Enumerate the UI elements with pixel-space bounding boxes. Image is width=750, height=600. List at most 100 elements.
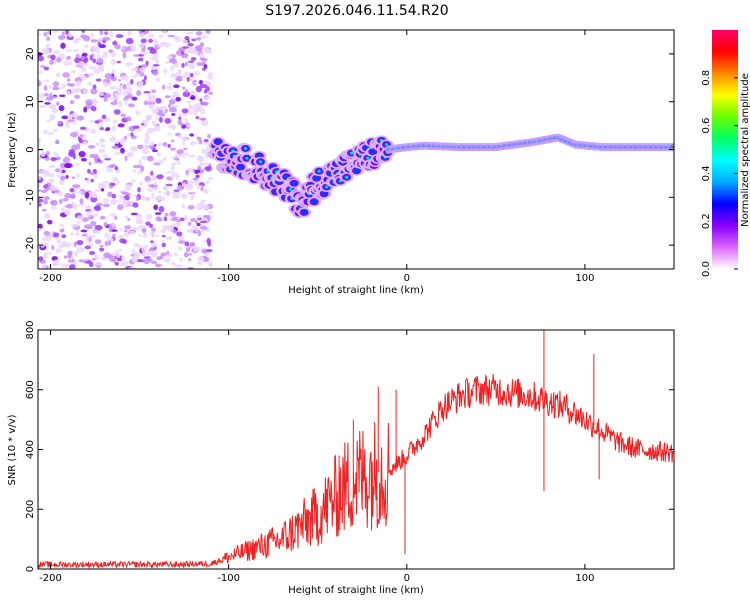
noise-blob [93,67,101,74]
noise-blob [199,117,206,121]
noise-blob [201,101,209,106]
noise-blob [173,189,180,192]
noise-blob [43,187,49,192]
signal-blob [301,209,308,215]
noise-blob [186,228,194,234]
snr-spikes [338,330,600,555]
noise-blob [70,88,79,94]
noise-blob [96,53,101,59]
snr-y-ticks: 0 200 400 600 800 [25,320,674,572]
noise-blob [148,38,154,43]
noise-blob [182,46,190,49]
noise-blob [96,202,103,207]
noise-blob [69,187,75,193]
noise-blob [170,124,177,131]
noise-blob [63,255,68,259]
y-tick-label: -20 [25,237,36,253]
noise-blob [150,240,154,243]
noise-blob [124,215,129,219]
noise-blob [125,61,133,67]
noise-blob [171,262,176,266]
noise-blob [91,193,98,199]
noise-blob [38,256,44,262]
noise-blob [62,72,70,78]
noise-blob [114,166,119,171]
noise-blob [99,30,104,36]
noise-blob [176,113,183,117]
noise-blob [172,195,180,199]
noise-blob [197,230,202,237]
noise-blob [195,116,200,120]
noise-blob [184,61,189,67]
noise-blob [88,234,97,239]
colorbar-tick-label: 0.0 [701,261,712,277]
noise-blob [153,125,161,132]
x-tick-label: -100 [217,273,240,284]
noise-blob [56,72,61,78]
noise-blob [147,92,152,100]
signal-blob [245,156,249,160]
noise-blob [171,139,175,143]
noise-blob [67,251,72,258]
noise-blob [173,252,179,257]
noise-blob [149,223,154,228]
noise-blob [176,231,183,237]
noise-blob [188,154,196,158]
noise-blob [95,263,104,266]
colorbar-label: Normalized spectral amplitude [740,73,750,227]
noise-blob [193,112,198,116]
noise-blob [180,193,188,198]
noise-blob [122,89,129,97]
noise-blob [92,173,99,179]
noise-blob [103,97,108,102]
noise-blob [154,212,162,215]
colorbar-ticks: 0.0 0.2 0.4 0.6 0.8 [701,70,738,277]
noise-blob [119,238,126,243]
noise-blob [112,40,118,46]
noise-blob [205,30,211,34]
noise-blob [53,49,61,54]
noise-blob [137,214,143,217]
noise-blob [89,250,96,255]
noise-blob [80,66,87,73]
noise-blob [130,132,134,137]
noise-blob [75,80,82,87]
noise-blob [38,183,41,187]
noise-blob [124,155,128,162]
noise-blob [172,216,179,219]
noise-blob [130,212,138,216]
noise-blob [181,86,186,90]
y-tick-label: 0 [25,146,36,152]
noise-blob [189,133,194,137]
noise-blob [194,93,198,97]
noise-blob [132,125,140,129]
colorbar-gradient [712,30,738,269]
signal-blob [237,164,244,170]
signal-blob [321,191,328,197]
noise-blob [74,94,81,99]
y-tick-label: 10 [25,95,36,108]
noise-blob [199,220,208,224]
noise-blob [65,30,69,35]
noise-blob [138,80,144,86]
noise-blob [123,135,128,140]
noise-blob [110,86,115,90]
noise-blob [85,209,91,212]
noise-blob [56,57,62,63]
noise-blob [122,52,127,59]
noise-blob [70,223,79,228]
noise-blob [170,147,176,151]
noise-blob [169,211,177,217]
noise-blob [89,171,95,176]
y-tick-label: 20 [25,48,36,61]
noise-blob [103,30,109,33]
noise-blob [162,142,168,147]
noise-blob [52,86,60,91]
noise-blob [60,240,68,247]
noise-blob [90,106,97,112]
noise-blob [90,88,98,95]
noise-blob [167,235,173,240]
noise-blob [41,51,49,55]
noise-blob [38,198,44,203]
noise-blob [80,74,87,80]
